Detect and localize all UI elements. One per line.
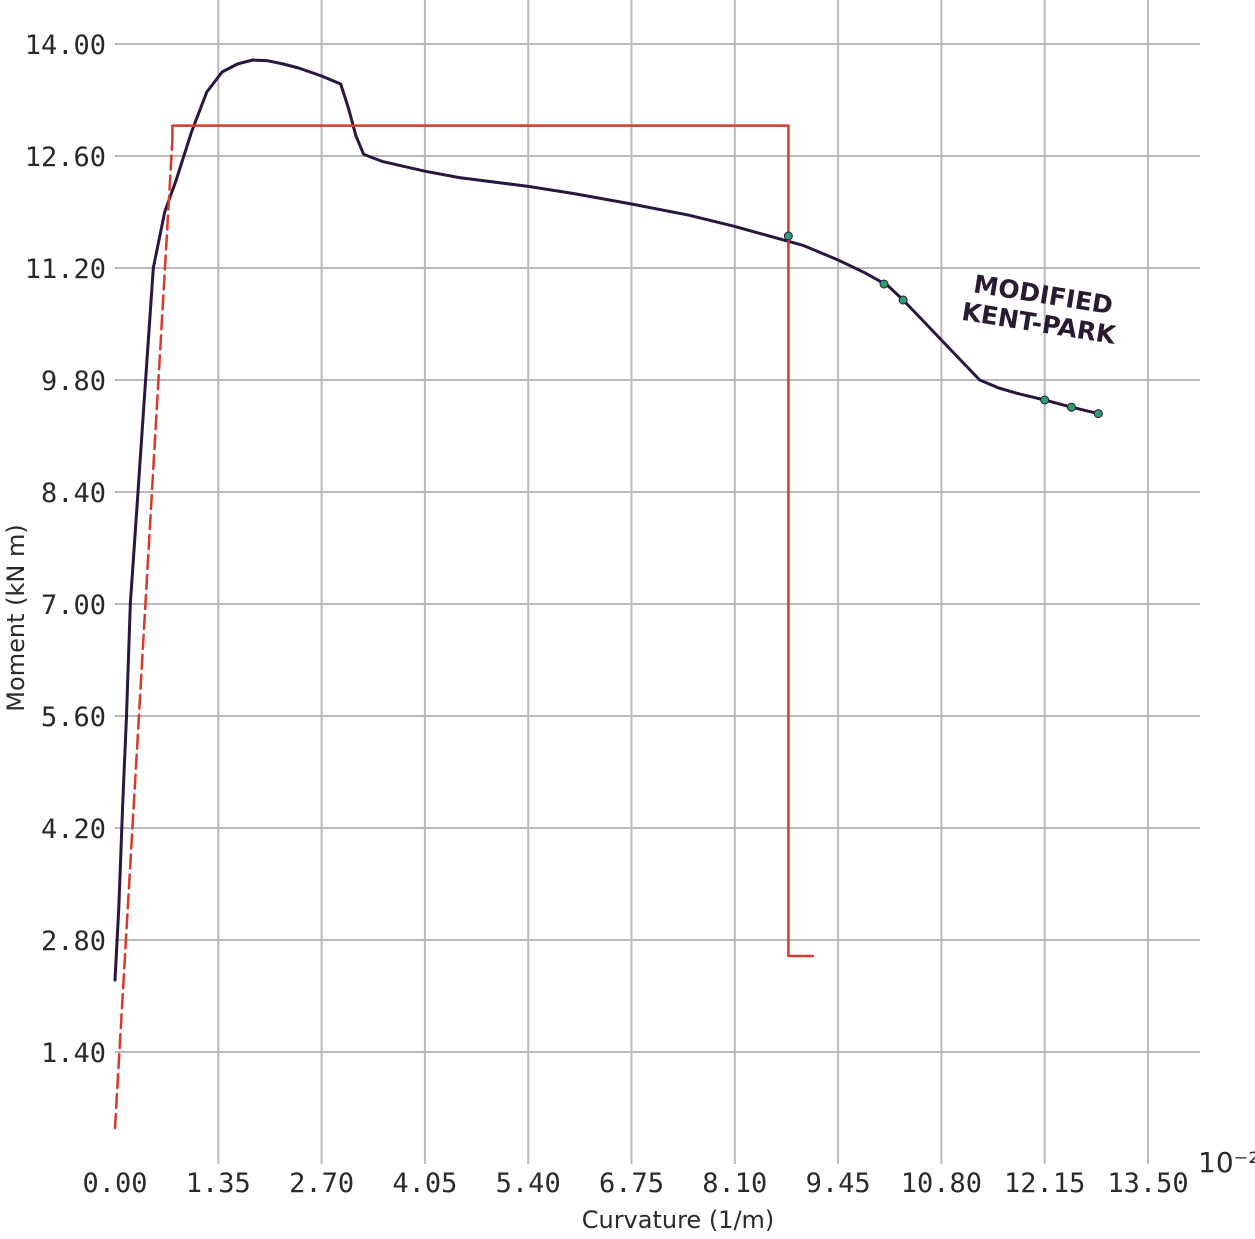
- x-axis-multiplier: 10⁻²: [1198, 1146, 1255, 1179]
- y-tick-label: 8.40: [41, 478, 106, 509]
- x-tick-label: 2.70: [289, 1168, 354, 1199]
- y-axis-title: Moment (kN m): [2, 524, 30, 711]
- series-layer: [113, 58, 1100, 1130]
- y-tick-label: 7.00: [41, 590, 106, 621]
- x-tick-label: 5.40: [496, 1168, 561, 1199]
- y-tick-label: 1.40: [41, 1038, 106, 1069]
- x-tick-label: 6.75: [599, 1168, 664, 1199]
- idealized-plateau: [171, 124, 815, 958]
- y-tick-label: 9.80: [41, 366, 106, 397]
- curve-marker: [783, 231, 793, 241]
- y-tick-label: 11.20: [25, 254, 106, 285]
- curve-marker: [898, 295, 908, 305]
- curve-marker: [1093, 409, 1103, 419]
- curve-marker: [879, 279, 889, 289]
- x-tick-label: 10.80: [901, 1168, 982, 1199]
- x-tick-label: 12.15: [1004, 1168, 1085, 1199]
- idealized-elastic-dashed: [113, 138, 174, 1130]
- curve-marker: [1066, 402, 1076, 412]
- x-tick-label: 9.45: [806, 1168, 871, 1199]
- curve-marker: [1040, 395, 1050, 405]
- y-tick-label: 14.00: [25, 30, 106, 61]
- model-curve: [113, 58, 1100, 982]
- x-axis-title: Curvature (1/m): [582, 1206, 775, 1234]
- grid: [115, 0, 1200, 1164]
- x-tick-label: 0.00: [82, 1168, 147, 1199]
- y-tick-label: 4.20: [41, 814, 106, 845]
- x-tick-label: 1.35: [186, 1168, 251, 1199]
- x-tick-label: 4.05: [392, 1168, 457, 1199]
- tick-labels: 0.00 1.35 2.70 4.05 5.40 6.75 8.10 9.45 10.80 12.…: [25, 30, 1189, 1199]
- model-annotation: MODIFIED KENT-PARK: [960, 269, 1119, 350]
- y-tick-label: 5.60: [41, 702, 106, 733]
- y-tick-label: 12.60: [25, 142, 106, 173]
- x-tick-label: 8.10: [702, 1168, 767, 1199]
- marker-layer: [783, 231, 1103, 419]
- y-tick-label: 2.80: [41, 926, 106, 957]
- x-tick-label: 13.50: [1107, 1168, 1188, 1199]
